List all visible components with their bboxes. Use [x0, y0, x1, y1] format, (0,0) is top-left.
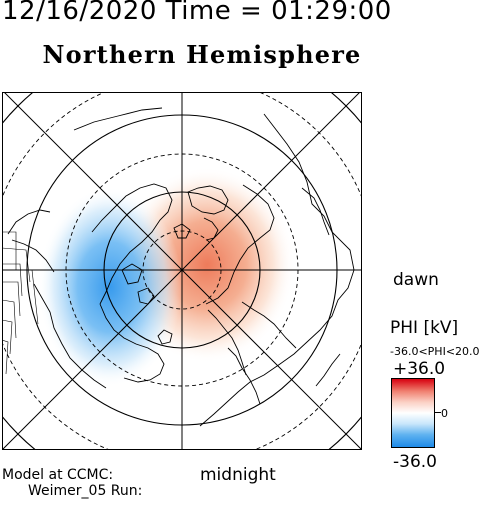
date-time-title: 12/16/2020 Time = 01:29:00: [2, 0, 392, 26]
colorbar-range-text: -36.0<PHI<20.0: [390, 345, 480, 358]
map-frame-border: [2, 92, 362, 450]
colorbar-zero-tick: [435, 412, 441, 413]
midnight-label: midnight: [200, 465, 276, 485]
colorbar-title: PHI [kV]: [390, 318, 459, 338]
polar-map: [2, 92, 362, 454]
colorbar-max-label: +36.0: [393, 359, 446, 379]
colorbar-zero-label: 0: [441, 407, 448, 420]
model-credit-line2: Weimer_05 Run:: [28, 483, 143, 499]
negative-potential-cell: [38, 187, 182, 387]
colorbar: [391, 378, 435, 448]
hemisphere-title: Northern Hemisphere: [42, 40, 362, 69]
dawn-label: dawn: [393, 270, 439, 290]
meridian-lines: [2, 92, 362, 450]
regional-boundaries: [2, 231, 39, 375]
model-credit-line1: Model at CCMC:: [2, 467, 114, 483]
colorbar-min-label: -36.0: [393, 452, 437, 472]
